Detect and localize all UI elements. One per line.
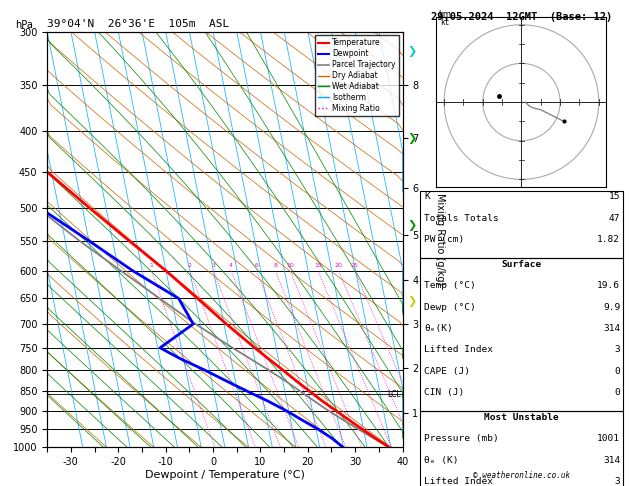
Text: K: K <box>424 192 430 201</box>
Text: Temp (°C): Temp (°C) <box>424 281 476 290</box>
Text: 8: 8 <box>274 263 277 268</box>
Text: 6: 6 <box>255 263 259 268</box>
Text: 29.05.2024  12GMT  (Base: 12): 29.05.2024 12GMT (Base: 12) <box>431 12 612 22</box>
Text: θₑ (K): θₑ (K) <box>424 456 459 465</box>
Text: 0: 0 <box>615 366 620 376</box>
X-axis label: Dewpoint / Temperature (°C): Dewpoint / Temperature (°C) <box>145 469 305 480</box>
Text: Surface: Surface <box>501 260 542 269</box>
Text: km
ASL: km ASL <box>437 10 453 30</box>
Text: © weatheronline.co.uk: © weatheronline.co.uk <box>473 471 570 480</box>
Text: 47: 47 <box>609 214 620 223</box>
Text: 20: 20 <box>335 263 343 268</box>
Text: θₑ(K): θₑ(K) <box>424 324 453 333</box>
Text: 314: 314 <box>603 456 620 465</box>
Text: Totals Totals: Totals Totals <box>424 214 499 223</box>
Text: Dewp (°C): Dewp (°C) <box>424 302 476 312</box>
Text: 15: 15 <box>314 263 322 268</box>
Text: Lifted Index: Lifted Index <box>424 345 493 354</box>
Text: 3: 3 <box>615 345 620 354</box>
Text: 1001: 1001 <box>597 434 620 443</box>
Text: CIN (J): CIN (J) <box>424 388 464 397</box>
Text: 3: 3 <box>615 477 620 486</box>
Text: kt: kt <box>440 18 450 27</box>
Text: 19.6: 19.6 <box>597 281 620 290</box>
Text: 1.82: 1.82 <box>597 235 620 244</box>
Text: 25: 25 <box>351 263 359 268</box>
Y-axis label: Mixing Ratio (g/kg): Mixing Ratio (g/kg) <box>435 193 445 285</box>
Text: 314: 314 <box>603 324 620 333</box>
Text: ❯: ❯ <box>408 296 417 307</box>
Text: ❯: ❯ <box>408 133 417 144</box>
Legend: Temperature, Dewpoint, Parcel Trajectory, Dry Adiabat, Wet Adiabat, Isotherm, Mi: Temperature, Dewpoint, Parcel Trajectory… <box>314 35 399 116</box>
Text: 3: 3 <box>211 263 216 268</box>
Text: CAPE (J): CAPE (J) <box>424 366 470 376</box>
Text: Most Unstable: Most Unstable <box>484 413 559 422</box>
Text: ❯: ❯ <box>408 46 417 56</box>
Text: 2: 2 <box>188 263 192 268</box>
Text: ❯: ❯ <box>408 221 417 231</box>
Text: 15: 15 <box>609 192 620 201</box>
Text: Pressure (mb): Pressure (mb) <box>424 434 499 443</box>
Text: PW (cm): PW (cm) <box>424 235 464 244</box>
Text: 39°04'N  26°36'E  105m  ASL: 39°04'N 26°36'E 105m ASL <box>47 19 230 30</box>
Text: LCL: LCL <box>387 390 401 399</box>
Text: Lifted Index: Lifted Index <box>424 477 493 486</box>
Text: 10: 10 <box>286 263 294 268</box>
Text: 4: 4 <box>229 263 233 268</box>
Text: 1: 1 <box>150 263 153 268</box>
Text: 9.9: 9.9 <box>603 302 620 312</box>
Text: 0: 0 <box>615 388 620 397</box>
Text: hPa: hPa <box>15 19 33 30</box>
